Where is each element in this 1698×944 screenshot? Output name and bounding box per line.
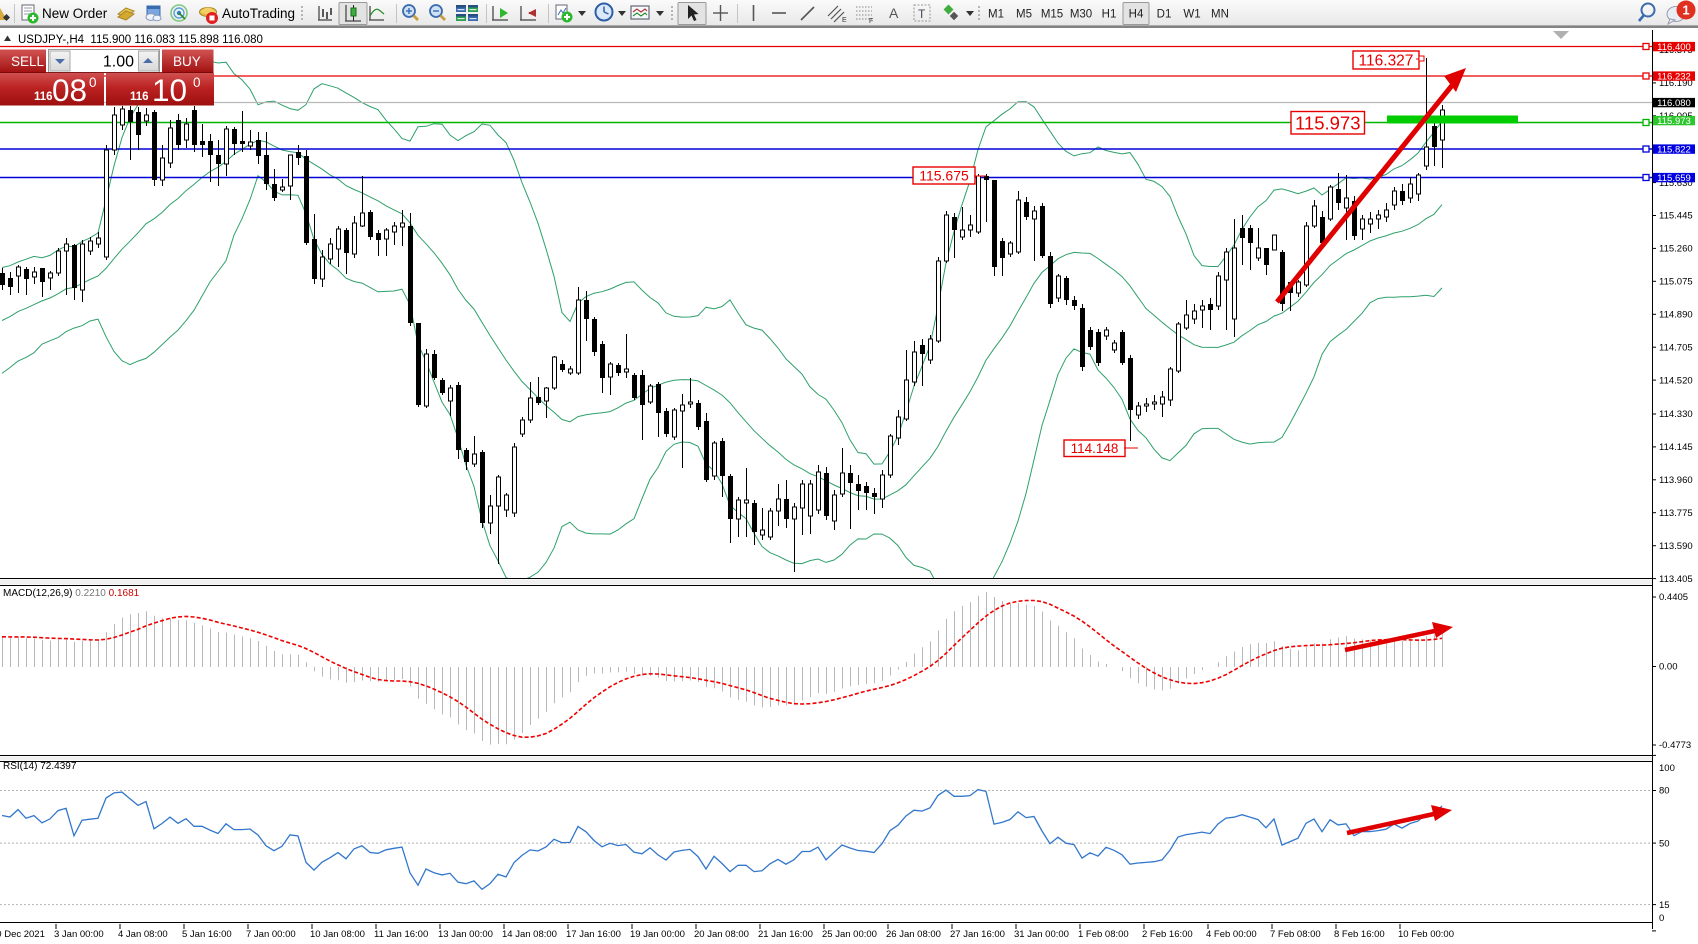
svg-text:27 Jan 16:00: 27 Jan 16:00 <box>950 929 1005 940</box>
svg-text:115.075: 115.075 <box>1659 277 1693 288</box>
svg-text:M5: M5 <box>1016 9 1032 21</box>
svg-text:D1: D1 <box>1157 9 1172 21</box>
svg-text:116.190: 116.190 <box>1659 78 1693 89</box>
svg-text:15: 15 <box>1659 900 1670 911</box>
svg-text:T: T <box>918 7 926 21</box>
svg-text:115.822: 115.822 <box>1657 144 1691 155</box>
svg-text:08: 08 <box>52 72 87 108</box>
svg-text:113.405: 113.405 <box>1659 574 1693 585</box>
svg-text:21 Jan 16:00: 21 Jan 16:00 <box>758 929 813 940</box>
svg-text:4 Jan 08:00: 4 Jan 08:00 <box>118 929 168 940</box>
svg-text:A: A <box>889 5 899 21</box>
svg-text:4 Feb 00:00: 4 Feb 00:00 <box>1206 929 1257 940</box>
svg-text:116.400: 116.400 <box>1657 42 1691 53</box>
svg-text:H1: H1 <box>1102 9 1117 21</box>
svg-text:M1: M1 <box>988 9 1004 21</box>
svg-text:0: 0 <box>1659 913 1664 924</box>
svg-text:10 Feb 00:00: 10 Feb 00:00 <box>1398 929 1454 940</box>
svg-text:10 Jan 08:00: 10 Jan 08:00 <box>310 929 365 940</box>
svg-text:113.960: 113.960 <box>1659 475 1693 486</box>
svg-text:30 Dec 2021: 30 Dec 2021 <box>0 929 45 940</box>
svg-text:26 Jan 08:00: 26 Jan 08:00 <box>886 929 941 940</box>
svg-text:113.590: 113.590 <box>1659 541 1693 552</box>
svg-text:115.659: 115.659 <box>1657 173 1691 184</box>
svg-text:7 Feb 08:00: 7 Feb 08:00 <box>1270 929 1321 940</box>
svg-text:80: 80 <box>1659 786 1670 797</box>
svg-text:7 Jan 00:00: 7 Jan 00:00 <box>246 929 296 940</box>
svg-text:17 Jan 16:00: 17 Jan 16:00 <box>566 929 621 940</box>
svg-text:114.330: 114.330 <box>1659 409 1693 420</box>
svg-text:H4: H4 <box>1129 9 1144 21</box>
svg-text:0: 0 <box>89 75 97 90</box>
svg-text:-0.4773: -0.4773 <box>1659 740 1691 751</box>
svg-text:10: 10 <box>152 72 187 108</box>
svg-text:114.520: 114.520 <box>1659 375 1693 386</box>
svg-text:W1: W1 <box>1183 9 1200 21</box>
svg-text:25 Jan 00:00: 25 Jan 00:00 <box>822 929 877 940</box>
svg-text:116.327: 116.327 <box>1359 53 1414 70</box>
svg-text:100: 100 <box>1659 763 1675 774</box>
svg-text:RSI(14) 72.4397: RSI(14) 72.4397 <box>3 761 77 772</box>
svg-text:115.973: 115.973 <box>1295 112 1361 133</box>
svg-text:13 Jan 00:00: 13 Jan 00:00 <box>438 929 493 940</box>
svg-text:USDJPY-,H4 115.900 116.083 11: USDJPY-,H4 115.900 116.083 115.898 116.0… <box>18 34 263 46</box>
svg-text:8 Feb 16:00: 8 Feb 16:00 <box>1334 929 1385 940</box>
svg-text:E: E <box>842 17 847 24</box>
svg-text:2 Feb 16:00: 2 Feb 16:00 <box>1142 929 1193 940</box>
svg-text:SELL: SELL <box>11 54 45 69</box>
svg-text:1 Feb 08:00: 1 Feb 08:00 <box>1078 929 1129 940</box>
svg-text:M30: M30 <box>1070 9 1092 21</box>
svg-text:New Order: New Order <box>42 6 108 21</box>
svg-text:MN: MN <box>1211 9 1229 21</box>
svg-text:116.080: 116.080 <box>1657 98 1691 109</box>
svg-text:BUY: BUY <box>173 54 201 69</box>
svg-text:115.630: 115.630 <box>1659 178 1693 189</box>
svg-text:116: 116 <box>130 91 149 103</box>
svg-text:113.775: 113.775 <box>1659 508 1693 519</box>
svg-text:50: 50 <box>1659 838 1670 849</box>
svg-text:114.145: 114.145 <box>1659 442 1693 453</box>
svg-text:F: F <box>869 18 873 25</box>
svg-text:115.260: 115.260 <box>1659 244 1693 255</box>
svg-text:0.00: 0.00 <box>1659 662 1678 673</box>
svg-text:115.973: 115.973 <box>1657 116 1691 127</box>
svg-text:M15: M15 <box>1041 9 1063 21</box>
svg-text:116.232: 116.232 <box>1657 71 1691 82</box>
svg-text:5 Jan 16:00: 5 Jan 16:00 <box>182 929 232 940</box>
svg-text:11 Jan 16:00: 11 Jan 16:00 <box>374 929 428 940</box>
svg-text:19 Jan 00:00: 19 Jan 00:00 <box>630 929 685 940</box>
svg-text:31 Jan 00:00: 31 Jan 00:00 <box>1014 929 1069 940</box>
svg-text:114.705: 114.705 <box>1659 342 1693 353</box>
svg-text:114.148: 114.148 <box>1071 441 1119 456</box>
svg-text:1: 1 <box>1682 3 1689 18</box>
svg-text:115.445: 115.445 <box>1659 211 1693 222</box>
svg-text:114.890: 114.890 <box>1659 310 1693 321</box>
svg-text:116: 116 <box>34 91 53 103</box>
svg-text:MACD(12,26,9) 0.2210 0.1681: MACD(12,26,9) 0.2210 0.1681 <box>3 588 140 599</box>
svg-text:1.00: 1.00 <box>103 54 134 71</box>
svg-text:20 Jan 08:00: 20 Jan 08:00 <box>694 929 749 940</box>
svg-text:AutoTrading: AutoTrading <box>222 6 295 21</box>
svg-text:0: 0 <box>193 75 201 90</box>
svg-text:0.4405: 0.4405 <box>1659 592 1688 603</box>
svg-text:115.675: 115.675 <box>919 168 969 184</box>
svg-text:3 Jan 00:00: 3 Jan 00:00 <box>54 929 104 940</box>
svg-text:14 Jan 08:00: 14 Jan 08:00 <box>502 929 557 940</box>
